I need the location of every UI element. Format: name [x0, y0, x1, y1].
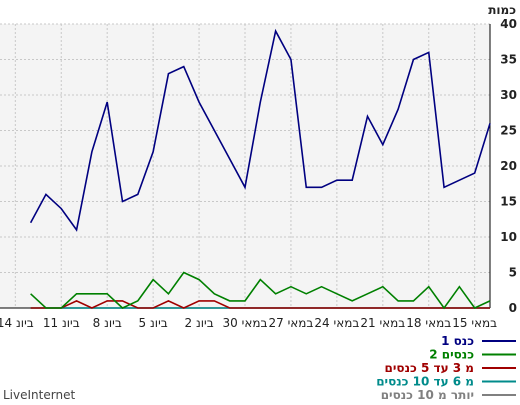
y-axis-label: כמות [488, 3, 516, 17]
y-tick-label: 40 [500, 17, 517, 31]
legend-label: מ 6 עד 10 כנסים [376, 375, 474, 389]
y-tick-label: 25 [500, 124, 517, 138]
x-tick-label: 8 ביונ [93, 316, 122, 330]
y-tick-label: 5 [509, 266, 517, 280]
x-tick-label: 11 ביונ [43, 316, 80, 330]
brand-label: LiveInternet [3, 388, 75, 402]
x-tick-labels: 14 ביונ 11 ביונ 8 ביונ 5 ביונ 2 ביונ 30 במאי 2… [0, 316, 497, 330]
legend-label: יותר מ 10 כנסים [381, 388, 474, 402]
y-tick-label: 35 [500, 53, 517, 67]
series-line-1 [29, 28, 491, 232]
x-tick-label: 21 במאי [360, 316, 405, 330]
x-tick-label: 27 במאי [268, 316, 313, 330]
y-tick-label: 0 [509, 301, 517, 315]
legend-label: מ 3 עד 5 כנסים [385, 361, 474, 375]
x-tick-label: 15 במאי [452, 316, 497, 330]
series-lines [29, 28, 491, 310]
x-tick-label: 2 ביונ [184, 316, 213, 330]
x-tick-label: 14 ביונ [0, 316, 34, 330]
series-line-2 [30, 271, 491, 310]
x-tick-label: 18 במאי [406, 316, 451, 330]
y-tick-label: 20 [500, 159, 517, 173]
series-line-3 [30, 300, 490, 309]
x-tick-label: 24 במאי [314, 316, 359, 330]
legend-label: כנס 1 [441, 334, 474, 348]
y-tick-label: 10 [500, 230, 517, 244]
y-tick-label: 30 [500, 88, 517, 102]
x-tick-label: 5 ביונ [139, 316, 168, 330]
legend-label: 2 כנסים [429, 348, 474, 362]
x-tick-label: 30 במאי [223, 316, 268, 330]
y-tick-labels: 0 5 10 15 20 25 30 35 40 [500, 17, 517, 315]
y-tick-label: 15 [500, 195, 517, 209]
